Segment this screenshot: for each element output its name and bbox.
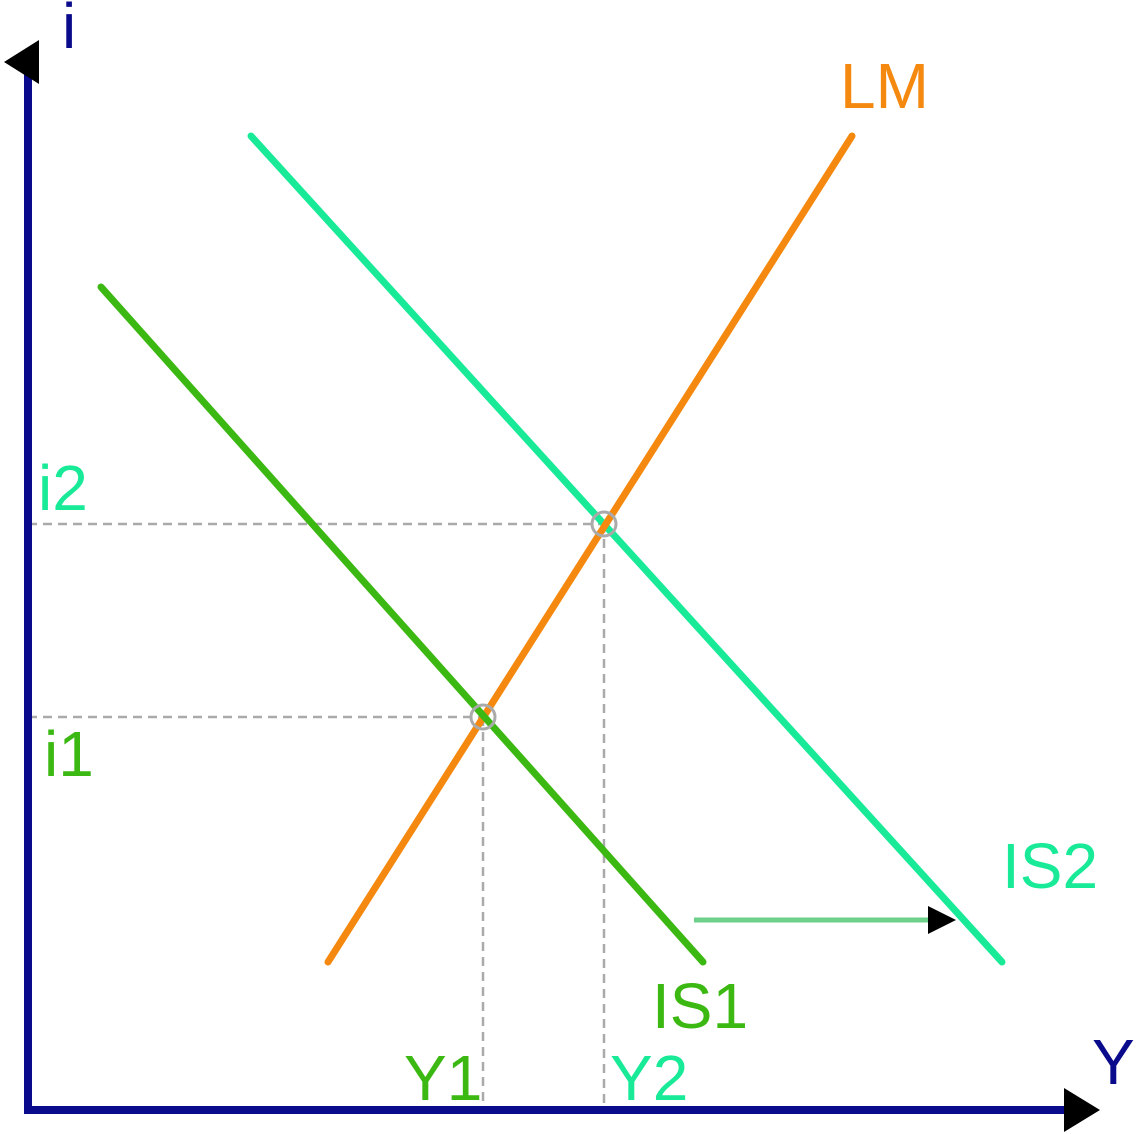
- y1-label: Y1: [404, 1042, 482, 1114]
- x-axis-label: Y: [1092, 1026, 1135, 1098]
- shift-arrow: [694, 906, 956, 934]
- is1-curve: [97, 283, 707, 966]
- axes: [4, 40, 1100, 1132]
- lm-curve: [324, 132, 856, 966]
- is2-curve: [247, 132, 1006, 966]
- x-axis-arrowhead-icon: [1064, 1088, 1100, 1132]
- shift-arrowhead-icon: [928, 906, 956, 934]
- guide-lines: [28, 522, 606, 1110]
- equilibrium-marker-1: [469, 703, 497, 731]
- lm-label: LM: [840, 50, 929, 122]
- i1-label: i1: [44, 718, 94, 790]
- y-axis-arrowhead-icon: [4, 40, 39, 84]
- i2-label: i2: [38, 452, 88, 524]
- is2-label: IS2: [1002, 830, 1098, 902]
- equilibrium-marker-2: [590, 510, 618, 538]
- y2-label: Y2: [610, 1042, 688, 1114]
- is1-label: IS1: [652, 970, 748, 1042]
- axis-lines: [24, 62, 1070, 1114]
- y-axis-label: i: [62, 0, 76, 62]
